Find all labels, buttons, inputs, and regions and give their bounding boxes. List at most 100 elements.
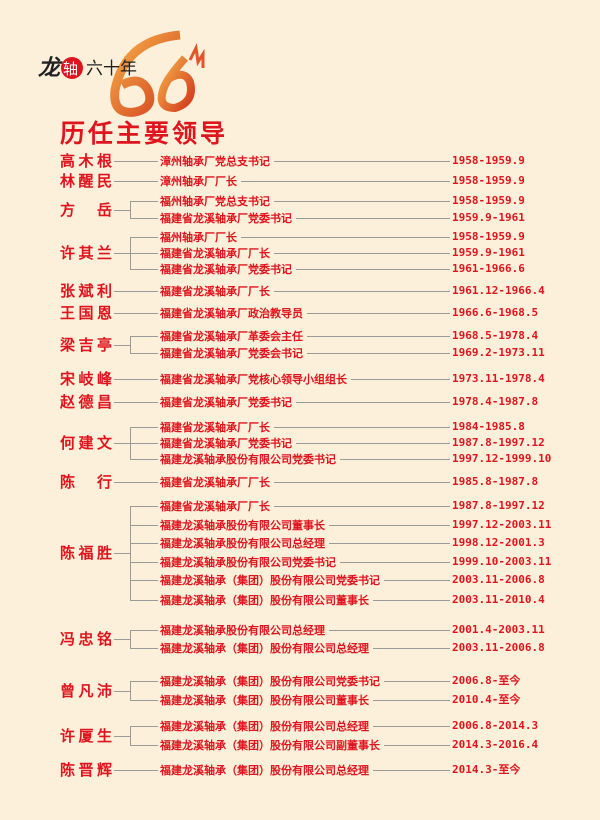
- connector-line: [130, 506, 158, 507]
- position-row: 福建龙溪轴承（集团）股份有限公司总经理: [160, 762, 450, 778]
- page-title: 历任主要领导: [60, 119, 229, 148]
- leader-name: 赵德昌: [60, 393, 112, 411]
- position-period: 2006.8-2014.3: [452, 719, 539, 732]
- leader-line: [384, 680, 450, 682]
- leader-line: [307, 335, 450, 337]
- leader-line: [241, 236, 450, 238]
- position-title: 福建省龙溪轴承厂厂长: [160, 476, 270, 489]
- svg-text:龙: 龙: [38, 55, 63, 81]
- position-row: 漳州轴承厂厂长: [160, 173, 450, 189]
- leader-line: [274, 200, 450, 202]
- connector-line: [114, 770, 158, 771]
- position-period: 1961.12-1966.4: [452, 284, 545, 297]
- position-period: 1998.12-2001.3: [452, 536, 545, 549]
- position-row: 福建省龙溪轴承厂党委会书记: [160, 345, 450, 361]
- bracket-line: [130, 336, 131, 353]
- position-title: 福建省龙溪轴承厂政治教导员: [160, 307, 303, 320]
- position-period: 1997.12-1999.10: [452, 452, 552, 465]
- position-title: 福建龙溪轴承（集团）股份有限公司总经理: [160, 720, 369, 733]
- position-row: 漳州轴承厂党总支书记: [160, 153, 450, 169]
- connector-line: [130, 600, 158, 601]
- connector-line: [130, 353, 158, 354]
- position-period: 1999.10-2003.11: [452, 555, 552, 568]
- position-title: 福州轴承厂厂长: [160, 231, 237, 244]
- leader-name: 高木根: [60, 152, 112, 170]
- position-row: 福建省龙溪轴承厂厂长: [160, 245, 450, 261]
- position-period: 1959.9-1961: [452, 246, 525, 259]
- leader-line: [373, 647, 450, 649]
- connector-line: [130, 726, 158, 727]
- connector-line: [114, 553, 130, 554]
- bracket-line: [130, 201, 131, 218]
- leader-name: 林醒民: [60, 172, 112, 190]
- position-period: 2003.11-2006.8: [452, 641, 545, 654]
- position-row: 福建龙溪轴承股份有限公司董事长: [160, 517, 450, 533]
- position-title: 漳州轴承厂厂长: [160, 175, 237, 188]
- svg-text:六十年: 六十年: [86, 59, 137, 79]
- connector-line: [114, 253, 130, 254]
- leader-line: [329, 524, 450, 526]
- connector-line: [130, 525, 158, 526]
- leader-line: [307, 352, 450, 354]
- position-row: 福州轴承厂厂长: [160, 229, 450, 245]
- position-title: 福建龙溪轴承股份有限公司党委书记: [160, 556, 336, 569]
- position-period: 1978.4-1987.8: [452, 395, 539, 408]
- connector-line: [130, 336, 158, 337]
- position-title: 福建省龙溪轴承厂党委书记: [160, 212, 292, 225]
- connector-line: [130, 562, 158, 563]
- leader-line: [307, 312, 450, 314]
- position-title: 福建龙溪轴承（集团）股份有限公司总经理: [160, 642, 369, 655]
- position-row: 福建龙溪轴承（集团）股份有限公司党委书记: [160, 673, 450, 689]
- position-period: 2001.4-2003.11: [452, 623, 545, 636]
- position-period: 1984-1985.8: [452, 420, 525, 433]
- leader-line: [329, 542, 450, 544]
- leader-line: [296, 401, 450, 403]
- connector-line: [130, 459, 158, 460]
- leader-name: 梁吉亭: [60, 335, 112, 354]
- connector-line: [114, 402, 158, 403]
- leader-name: 许厦生: [60, 726, 112, 745]
- position-row: 福州轴承厂党总支书记: [160, 193, 450, 209]
- leader-line: [373, 599, 450, 601]
- connector-line: [114, 291, 158, 292]
- position-period: 1997.12-2003.11: [452, 518, 552, 531]
- leader-name: 方岳: [60, 200, 112, 219]
- position-row: 福建龙溪轴承（集团）股份有限公司总经理: [160, 640, 450, 656]
- leader-line: [274, 290, 450, 292]
- connector-line: [114, 690, 130, 692]
- leader-line: [274, 505, 450, 507]
- leader-name: 陈行: [60, 473, 112, 491]
- leader-line: [274, 426, 450, 428]
- leader-line: [296, 217, 450, 219]
- connector-line: [130, 237, 158, 238]
- leader-line: [241, 180, 450, 182]
- leader-line: [384, 744, 450, 746]
- position-title: 福建龙溪轴承（集团）股份有限公司党委书记: [160, 675, 380, 688]
- position-title: 福建龙溪轴承（集团）股份有限公司党委书记: [160, 574, 380, 587]
- leader-line: [296, 442, 450, 444]
- position-row: 福建龙溪轴承（集团）股份有限公司董事长: [160, 592, 450, 608]
- leader-line: [329, 629, 450, 631]
- position-row: 福建省龙溪轴承厂党委书记: [160, 394, 450, 410]
- leader-line: [340, 458, 450, 460]
- leader-line: [340, 561, 450, 563]
- position-title: 福州轴承厂党总支书记: [160, 195, 270, 208]
- leader-name: 陈晋辉: [60, 761, 112, 779]
- connector-line: [114, 313, 158, 314]
- leader-line: [351, 378, 450, 380]
- position-title: 福建省龙溪轴承厂厂长: [160, 247, 270, 260]
- position-period: 2010.4-至今: [452, 693, 521, 706]
- position-row: 福建龙溪轴承（集团）股份有限公司总经理: [160, 718, 450, 734]
- position-period: 2014.3-至今: [452, 763, 521, 776]
- position-title: 福建龙溪轴承（集团）股份有限公司副董事长: [160, 739, 380, 752]
- connector-line: [114, 209, 130, 211]
- connector-line: [130, 443, 158, 444]
- position-title: 福建龙溪轴承股份有限公司总经理: [160, 537, 325, 550]
- leader-name: 张斌利: [60, 282, 112, 300]
- leader-name: 王国恩: [60, 304, 112, 322]
- position-title: 福建省龙溪轴承厂厂长: [160, 285, 270, 298]
- position-period: 1969.2-1973.11: [452, 346, 545, 359]
- leader-name: 陈福胜: [60, 544, 112, 562]
- position-period: 1959.9-1961: [452, 211, 525, 224]
- position-period: 1985.8-1987.8: [452, 475, 539, 488]
